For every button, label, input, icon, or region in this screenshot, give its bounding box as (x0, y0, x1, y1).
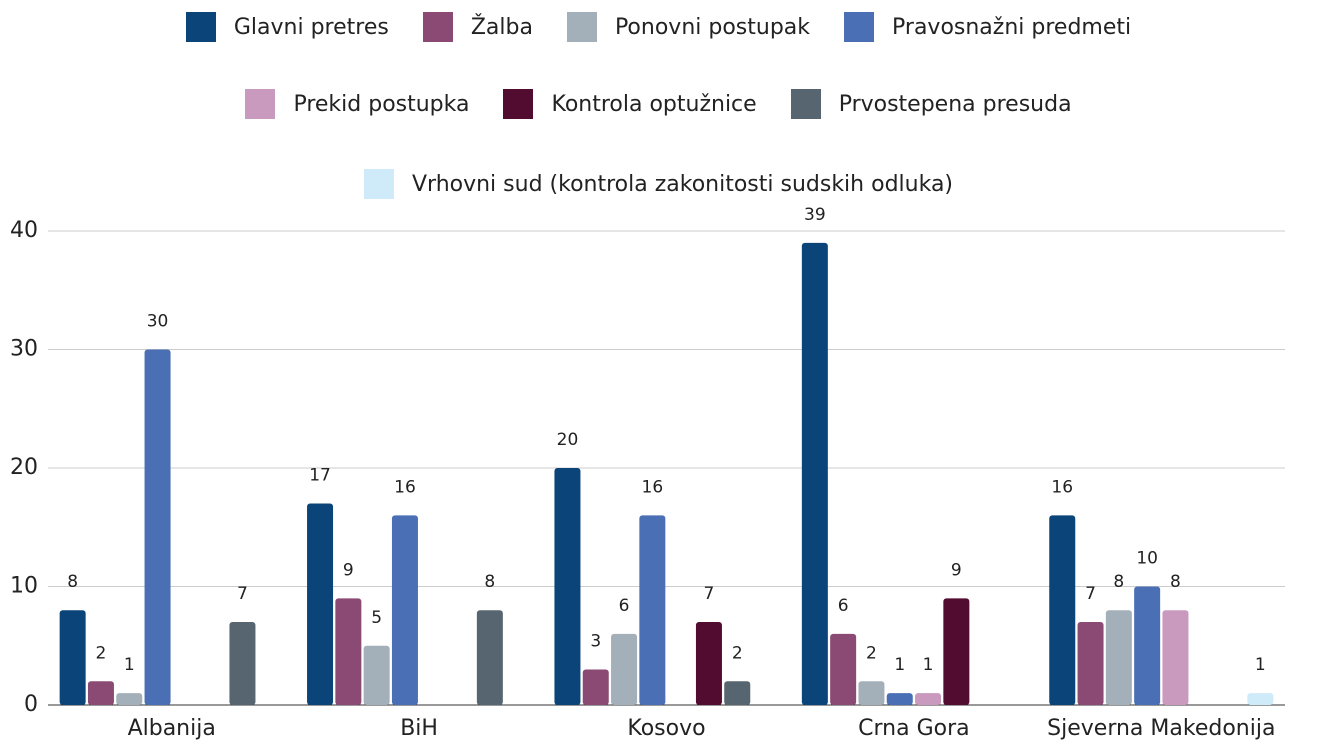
bar (363, 645, 390, 705)
bar (639, 515, 666, 705)
x-tick-label: Crna Gora (858, 716, 969, 741)
bar (476, 610, 503, 705)
y-tick-label: 20 (10, 455, 38, 480)
value-label: 8 (1170, 572, 1181, 592)
value-label: 8 (67, 572, 78, 592)
bar (1134, 586, 1161, 705)
y-tick-label: 0 (24, 692, 38, 717)
bar (1162, 610, 1189, 705)
value-label: 17 (309, 466, 331, 486)
x-tick-label: Sjeverna Makedonija (1047, 716, 1275, 741)
value-label: 9 (343, 560, 354, 580)
bar (1049, 515, 1076, 705)
bar (1105, 610, 1132, 705)
y-tick-label: 10 (10, 574, 38, 599)
bar (915, 693, 942, 705)
bar (582, 669, 609, 705)
bar (886, 693, 913, 705)
bar (611, 633, 638, 705)
value-label: 16 (642, 477, 664, 497)
value-label: 1 (894, 655, 905, 675)
legend-item: Prvostepena presuda (790, 89, 1072, 119)
legend-item: Pravosnažni predmeti (844, 12, 1131, 42)
bar (391, 515, 418, 705)
legend-row: Prekid postupka Kontrola optužnice Prvoste… (0, 89, 1317, 119)
value-label: 6 (838, 596, 849, 616)
legend-item: Žalba (422, 12, 533, 42)
bar (1077, 622, 1104, 705)
x-tick-label: Albanija (128, 716, 216, 741)
bar (801, 242, 828, 705)
value-label: 8 (484, 572, 495, 592)
value-label: 3 (590, 631, 601, 651)
legend-item: Ponovni postupak (566, 12, 811, 42)
legend-item: Kontrola optužnice (503, 89, 757, 119)
value-label: 8 (1113, 572, 1124, 592)
legend-label: Ponovni postupak (614, 14, 811, 40)
legend-swatch (245, 89, 276, 119)
value-label: 6 (619, 596, 630, 616)
value-label: 2 (732, 643, 743, 663)
legend-swatch (566, 12, 597, 42)
legend-label: Prekid postupka (293, 91, 470, 117)
value-label: 16 (394, 477, 416, 497)
y-tick-label: 30 (10, 337, 38, 362)
value-label: 7 (704, 584, 715, 604)
bar (554, 468, 581, 705)
bar (724, 681, 751, 705)
bar (943, 598, 970, 705)
value-label: 39 (804, 205, 826, 225)
legend-label: Kontrola optužnice (551, 91, 757, 117)
legend-label: Prvostepena presuda (838, 91, 1072, 117)
bar (335, 598, 362, 705)
x-tick-label: Kosovo (627, 716, 705, 741)
legend-item: Vrhovni sud (kontrola zakonitosti sudski… (363, 169, 954, 199)
bar (59, 610, 86, 705)
value-label: 9 (951, 560, 962, 580)
legend-swatch (503, 89, 534, 119)
legend-item: Prekid postupka (245, 89, 469, 119)
bar (695, 622, 722, 705)
value-label: 2 (866, 643, 877, 663)
value-label: 10 (1136, 549, 1158, 569)
bar (116, 693, 143, 705)
bar (87, 681, 114, 705)
bar (858, 681, 885, 705)
y-tick-label: 40 (10, 218, 38, 243)
legend-label: Pravosnažni predmeti (892, 14, 1132, 40)
legend-swatch (844, 12, 875, 42)
value-label: 2 (96, 643, 107, 663)
legend-swatch (185, 12, 216, 42)
bar (144, 349, 171, 705)
legend-row: Glavni pretres Žalba Ponovni postupak Pravo… (0, 12, 1317, 42)
value-label: 16 (1051, 477, 1073, 497)
value-label: 1 (1255, 655, 1266, 675)
legend-label: Žalba (470, 14, 533, 40)
value-label: 5 (371, 608, 382, 628)
legend-swatch (422, 12, 453, 42)
value-label: 7 (237, 584, 248, 604)
value-label: 7 (1085, 584, 1096, 604)
bar (1247, 693, 1274, 705)
legend-item: Glavni pretres (185, 12, 389, 42)
bar (229, 622, 256, 705)
value-label: 1 (923, 655, 934, 675)
bar (307, 503, 334, 705)
bar (830, 633, 857, 705)
legend-row: Vrhovni sud (kontrola zakonitosti sudski… (0, 169, 1317, 199)
legend-swatch (790, 89, 821, 119)
legend-swatch (363, 169, 394, 199)
legend-label: Vrhovni sud (kontrola zakonitosti sudski… (411, 171, 954, 197)
x-tick-label: BiH (400, 716, 438, 741)
value-label: 1 (124, 655, 135, 675)
value-label: 20 (557, 430, 579, 450)
legend-label: Glavni pretres (233, 14, 389, 40)
value-label: 30 (147, 312, 169, 332)
